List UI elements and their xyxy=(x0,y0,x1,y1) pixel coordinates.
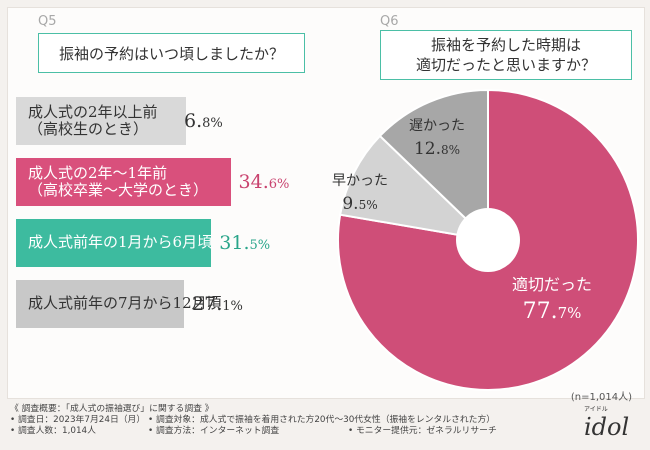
q5-question: 振袖の予約はいつ頃しましたか？ xyxy=(38,33,305,73)
footer-date: • 調査日：2023年7月24日（月） xyxy=(10,415,146,425)
pie-label-1: 適切だった xyxy=(512,275,592,294)
pie-value-2: 9.5% xyxy=(342,194,377,214)
bar-fill-1 xyxy=(16,97,186,145)
bar-label-2: 成人式の2年〜1年前 （高校卒業〜大学のとき） xyxy=(16,163,209,200)
pie-label-2: 早かった xyxy=(332,173,388,189)
sample-size-note: (n=1,014人) xyxy=(570,392,632,403)
bar-label-line1: 成人式前年の7月から12月頃 xyxy=(28,294,222,313)
bar-label-line2: （高校生のとき） xyxy=(28,120,149,138)
q6-question-line1: 振袖を予約した時期は xyxy=(430,36,581,54)
q6-label: Q6 xyxy=(380,14,399,29)
footer-provider: • モニター提供元：ゼネラルリサーチ xyxy=(348,426,497,436)
bar-fill-3 xyxy=(16,219,212,267)
footer-method: • 調査方法：インターネット調査 xyxy=(148,426,280,436)
pie-value-1: 77.7% xyxy=(523,299,582,324)
bar-label-1: 成人式の2年以上前 （高校生のとき） xyxy=(16,102,158,139)
bar-label-line1: 成人式の2年〜1年前 xyxy=(28,163,168,182)
pie-slice-3 xyxy=(378,88,489,243)
bar-label-4: 成人式前年の7月から12月頃 xyxy=(16,294,222,313)
q6-question: 振袖を予約した時期は 適切だったと思いますか？ xyxy=(380,30,632,80)
bar-4: 成人式前年の7月から12月頃 xyxy=(16,280,222,328)
pie-label-3: 遅かった xyxy=(409,118,465,134)
bar-label-3: 成人式前年の1月から6月頃 xyxy=(16,233,213,252)
bar-label-line1: 成人式前年の1月から6月頃 xyxy=(28,233,213,252)
footer-overview: 《 調査概要：「成人式の振袖選び」に関する調査 》 xyxy=(10,404,214,414)
logo-ruby: アイドル xyxy=(584,406,608,413)
bar-value-4: 27.1% xyxy=(192,293,243,315)
bar-1: 成人式の2年以上前 （高校生のとき） xyxy=(16,97,186,145)
q6-question-line2: 適切だったと思いますか？ xyxy=(415,56,596,74)
pie-slice-2 xyxy=(338,134,492,242)
footer-count: • 調査人数：1,014人 xyxy=(10,426,96,436)
bar-value-3: 31.5% xyxy=(219,232,271,254)
bar-label-line2: （高校卒業〜大学のとき） xyxy=(28,181,209,199)
idol-logo: idol xyxy=(584,413,630,441)
q5-label: Q5 xyxy=(38,14,57,29)
bar-2: 成人式の2年〜1年前 （高校卒業〜大学のとき） xyxy=(16,158,231,206)
bar-fill-2 xyxy=(16,158,231,206)
bar-fill-4 xyxy=(16,280,185,328)
pie-center-hole xyxy=(456,208,520,272)
bar-label-line1: 成人式の2年以上前 xyxy=(28,102,158,121)
bar-value-2: 34.6% xyxy=(238,171,290,193)
bar-3: 成人式前年の1月から6月頃 xyxy=(16,219,212,267)
footer-target: • 調査対象：成人式で振袖を着用された方20代〜30代女性（振袖をレンタルされた… xyxy=(148,415,496,425)
pie-value-3: 12.8% xyxy=(414,139,460,159)
bar-value-1: 6.8% xyxy=(184,110,223,132)
